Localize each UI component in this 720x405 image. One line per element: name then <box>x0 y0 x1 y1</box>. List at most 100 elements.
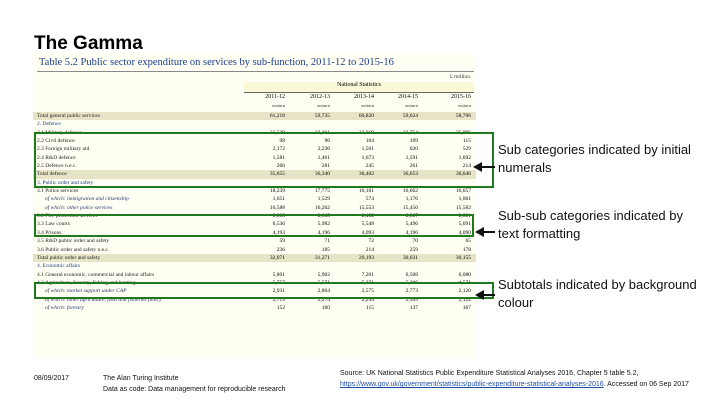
row-value: 109 <box>409 138 418 145</box>
row-value: 70 <box>412 238 419 245</box>
row-value: 16,262 <box>314 204 330 211</box>
year-header: 2011-12 <box>265 94 285 100</box>
row-label: Total public order and safety <box>37 254 101 261</box>
row-value: 160 <box>321 304 330 311</box>
row-value: 15,456 <box>402 204 418 211</box>
row-label: 3.5 R&D public order and safety <box>37 238 110 245</box>
row-value: 31,271 <box>314 254 330 261</box>
row-value: 245 <box>365 163 374 170</box>
table-row: 3.2 Fire-protection services 2,808 2,645 2,… <box>33 212 476 220</box>
row-value: 98 <box>279 138 286 145</box>
row-value: 266 <box>276 163 285 170</box>
year-header: 2015-16 <box>451 94 471 100</box>
arrow-3 <box>482 294 495 296</box>
row-value: 4,093 <box>361 229 374 236</box>
row-value: 17,775 <box>314 188 330 195</box>
year-header: 2013-14 <box>354 94 374 100</box>
row-value: 4,196 <box>317 229 330 236</box>
institute-name: The Alan Turing Institute <box>103 375 179 382</box>
table-row: 2.3 Foreign military aid 2,172 2,236 1,561 6… <box>33 145 476 153</box>
arrow-2 <box>482 231 495 233</box>
row-value: 61,218 <box>269 113 285 119</box>
highlight-subtotal-row <box>34 282 494 299</box>
source-link[interactable]: https://www.gov.uk/government/statistics… <box>340 381 604 388</box>
table-title-rule <box>37 71 474 72</box>
footer-institute: The Alan Turing Institute Data as code: … <box>103 373 286 395</box>
row-value: 72 <box>368 238 375 245</box>
table-row: 3. Public order and safety <box>33 179 476 187</box>
row-value: 36,340 <box>314 171 330 178</box>
row-value: 2,122 <box>458 296 471 303</box>
row-value: 574 <box>365 196 374 203</box>
row-value: 36,653 <box>402 171 418 178</box>
source-text: Source: UK National Statistics Public Ex… <box>340 370 639 377</box>
row-value: 59,735 <box>314 113 330 119</box>
row-value: 2,713 <box>272 296 285 303</box>
row-value: 96 <box>324 138 331 145</box>
callout-sub-sub-categories: Sub-sub categories indicated by text for… <box>498 208 684 241</box>
expenditure-table-image: Table 5.2 Public sector expenditure on s… <box>33 54 476 358</box>
highlight-sub-sub-categories <box>34 214 474 237</box>
row-value: 5,548 <box>361 221 374 228</box>
row-label: 3.2 Fire-protection services <box>37 213 98 220</box>
table-row: 3.1 Police services 18,239 17,775 16,161 16,… <box>33 187 476 195</box>
row-value: 59 <box>279 238 286 245</box>
row-label: 4.1 General economic, commercial and lab… <box>37 271 155 278</box>
row-value: 2,808 <box>272 213 285 220</box>
row-value: 2,645 <box>317 213 330 220</box>
row-value: 36,402 <box>358 171 374 178</box>
row-value: 115 <box>365 304 374 311</box>
row-value: 4,090 <box>458 229 471 236</box>
row-value: 5,982 <box>317 221 330 228</box>
table-row: 3.5 R&D public order and safety 59 71 72 70 6… <box>33 237 476 245</box>
row-value: 261 <box>409 163 418 170</box>
row-value: 620 <box>409 146 418 153</box>
row-value: 30,031 <box>402 254 418 261</box>
row-value: 281 <box>321 163 330 170</box>
row-label: of which: forestry <box>45 304 84 311</box>
row-value: 4,196 <box>405 229 418 236</box>
row-value: 65 <box>465 238 472 245</box>
table-row: 2.2 Civil defence 98 96 104 109 115 <box>33 137 476 145</box>
callout-sub-categories: Sub categories indicated by initial nume… <box>498 142 691 175</box>
row-value: 60,820 <box>358 113 374 119</box>
row-value: 18,239 <box>269 188 285 195</box>
table-row: of which: immigration and citizenship 1,6… <box>33 195 476 203</box>
row-value: 32,071 <box>269 254 285 261</box>
row-value: 1,673 <box>361 154 374 161</box>
row-value: 2,773 <box>405 288 418 295</box>
row-value: 1,591 <box>405 154 418 161</box>
table-title: Table 5.2 Public sector expenditure on s… <box>39 57 394 68</box>
row-label: 2.5 Defence n.e.c. <box>37 163 77 170</box>
row-value: 1,692 <box>458 154 471 161</box>
row-value: 115 <box>462 138 471 145</box>
row-value: 4,193 <box>272 229 285 236</box>
arrow-1 <box>480 166 495 168</box>
row-value: 2,864 <box>317 288 330 295</box>
arrow-1-head <box>473 162 482 172</box>
row-value: 15,582 <box>455 204 471 211</box>
row-label: 3.6 Public order and safety n.e.c. <box>37 246 110 253</box>
row-label: 2.4 R&D defence <box>37 154 76 161</box>
row-value: 2,236 <box>317 146 330 153</box>
highlight-defence-subcategories <box>34 132 494 188</box>
row-value: 2,402 <box>361 213 374 220</box>
row-value: 29,193 <box>358 254 374 261</box>
row-label: Total general public services <box>37 113 100 119</box>
table-row: 2.5 Defence n.e.c. 266 281 245 261 214 <box>33 162 476 170</box>
row-value: 1,581 <box>272 154 285 161</box>
row-value: 6,536 <box>272 221 285 228</box>
row-label: of which: market support under CAP <box>45 288 127 295</box>
row-value: 16,161 <box>358 188 374 195</box>
table-row: of which: other police services 16,588 16,… <box>33 204 476 212</box>
row-value: 7,201 <box>361 271 374 278</box>
table-row: 4.1 General economic, commercial and lab… <box>33 271 476 279</box>
row-label: of which: other police services <box>45 204 113 211</box>
row-value: 214 <box>365 246 374 253</box>
table-row: 3.3 Law courts 6,536 5,982 5,548 5,496 5,691 <box>33 220 476 228</box>
table-row: 2. Defence <box>33 120 476 128</box>
row-label: of which: other agriculture, food and fi… <box>45 296 162 303</box>
row-value: 30,155 <box>455 254 471 261</box>
footer-source: Source: UK National Statistics Public Ex… <box>340 368 706 390</box>
row-value: 1,176 <box>405 196 418 203</box>
